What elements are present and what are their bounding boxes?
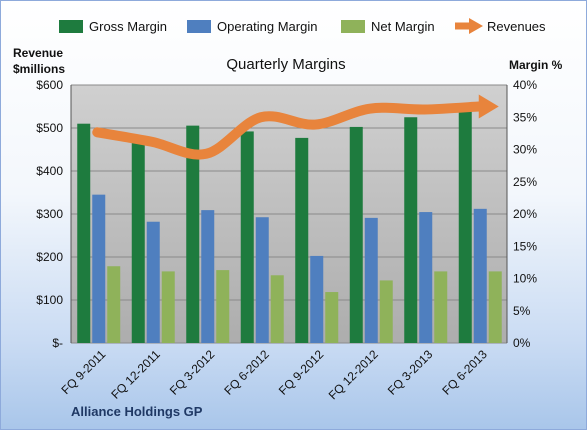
right-tick-label: 5% (513, 304, 531, 318)
bar-operating-margin (92, 194, 106, 343)
bar-operating-margin (473, 208, 487, 343)
left-axis-title-line2: $millions (13, 62, 65, 76)
legend-swatch-operating-margin (187, 20, 211, 33)
legend: Gross Margin Operating Margin Net Margin… (59, 18, 546, 34)
right-tick-label: 15% (513, 239, 537, 253)
left-axis-title-line1: Revenue (13, 46, 63, 60)
x-tick-label: FQ 6-2013 (439, 347, 490, 398)
right-axis-ticks: 0% 5% 10% 15% 20% 25% 30% 35% 40% (513, 78, 537, 350)
bar-gross-margin (186, 125, 200, 343)
bar-net-margin (434, 271, 448, 343)
bars (77, 110, 502, 343)
right-tick-label: 10% (513, 272, 537, 286)
right-tick-label: 30% (513, 143, 537, 157)
x-tick-label: FQ 6-2012 (221, 347, 272, 398)
bar-gross-margin (240, 131, 254, 343)
bar-operating-margin (310, 255, 324, 343)
left-tick-label: $- (52, 336, 63, 350)
bar-operating-margin (146, 221, 160, 343)
x-tick-label: FQ 9-2012 (276, 347, 327, 398)
x-tick-label: FQ 12-2011 (108, 347, 163, 402)
bar-net-margin (161, 271, 175, 343)
right-tick-label: 20% (513, 207, 537, 221)
bar-net-margin (379, 280, 393, 343)
legend-label-gross-margin: Gross Margin (89, 19, 167, 34)
left-tick-label: $200 (36, 250, 63, 264)
bar-operating-margin (255, 217, 269, 343)
x-tick-label: FQ 3-2012 (167, 347, 218, 398)
legend-label-net-margin: Net Margin (371, 19, 435, 34)
legend-swatch-net-margin (341, 20, 365, 33)
right-axis-title: Margin % (509, 58, 563, 72)
legend-swatch-gross-margin (59, 20, 83, 33)
bar-net-margin (216, 270, 230, 343)
bar-net-margin (107, 266, 121, 343)
legend-label-operating-margin: Operating Margin (217, 19, 317, 34)
bar-gross-margin (349, 126, 363, 343)
chart-title: Quarterly Margins (226, 56, 345, 73)
left-tick-label: $100 (36, 293, 63, 307)
left-tick-label: $600 (36, 78, 63, 92)
left-tick-label: $300 (36, 207, 63, 221)
bar-gross-margin (77, 123, 91, 343)
legend-label-revenues: Revenues (487, 19, 546, 34)
left-tick-label: $400 (36, 164, 63, 178)
legend-swatch-revenues (455, 18, 483, 34)
left-tick-label: $500 (36, 121, 63, 135)
x-tick-label: FQ 3-2013 (385, 347, 436, 398)
right-tick-label: 25% (513, 175, 537, 189)
bar-net-margin (488, 271, 502, 343)
revenue-line (92, 101, 484, 160)
revenue-line-arrowhead (478, 94, 499, 119)
x-axis-ticks: FQ 9-2011 FQ 12-2011 FQ 3-2012 FQ 6-2012 FQ … (59, 347, 491, 402)
bar-operating-margin (201, 210, 215, 343)
bar-gross-margin (295, 137, 309, 343)
left-axis-ticks: $- $100 $200 $300 $400 $500 $600 (36, 78, 63, 350)
bar-gross-margin (131, 143, 145, 343)
right-tick-label: 0% (513, 336, 531, 350)
company-name: Alliance Holdings GP (71, 404, 203, 419)
bar-gross-margin (404, 117, 418, 343)
bar-net-margin (325, 292, 339, 343)
bar-operating-margin (364, 217, 378, 343)
x-tick-label: FQ 9-2011 (59, 347, 109, 397)
right-tick-label: 40% (513, 78, 537, 92)
right-tick-label: 35% (513, 110, 537, 124)
x-tick-label: FQ 12-2012 (326, 347, 381, 402)
bar-net-margin (270, 275, 284, 343)
revenue-line-layer (92, 94, 499, 160)
bar-gross-margin (458, 110, 472, 343)
bar-operating-margin (419, 212, 433, 343)
